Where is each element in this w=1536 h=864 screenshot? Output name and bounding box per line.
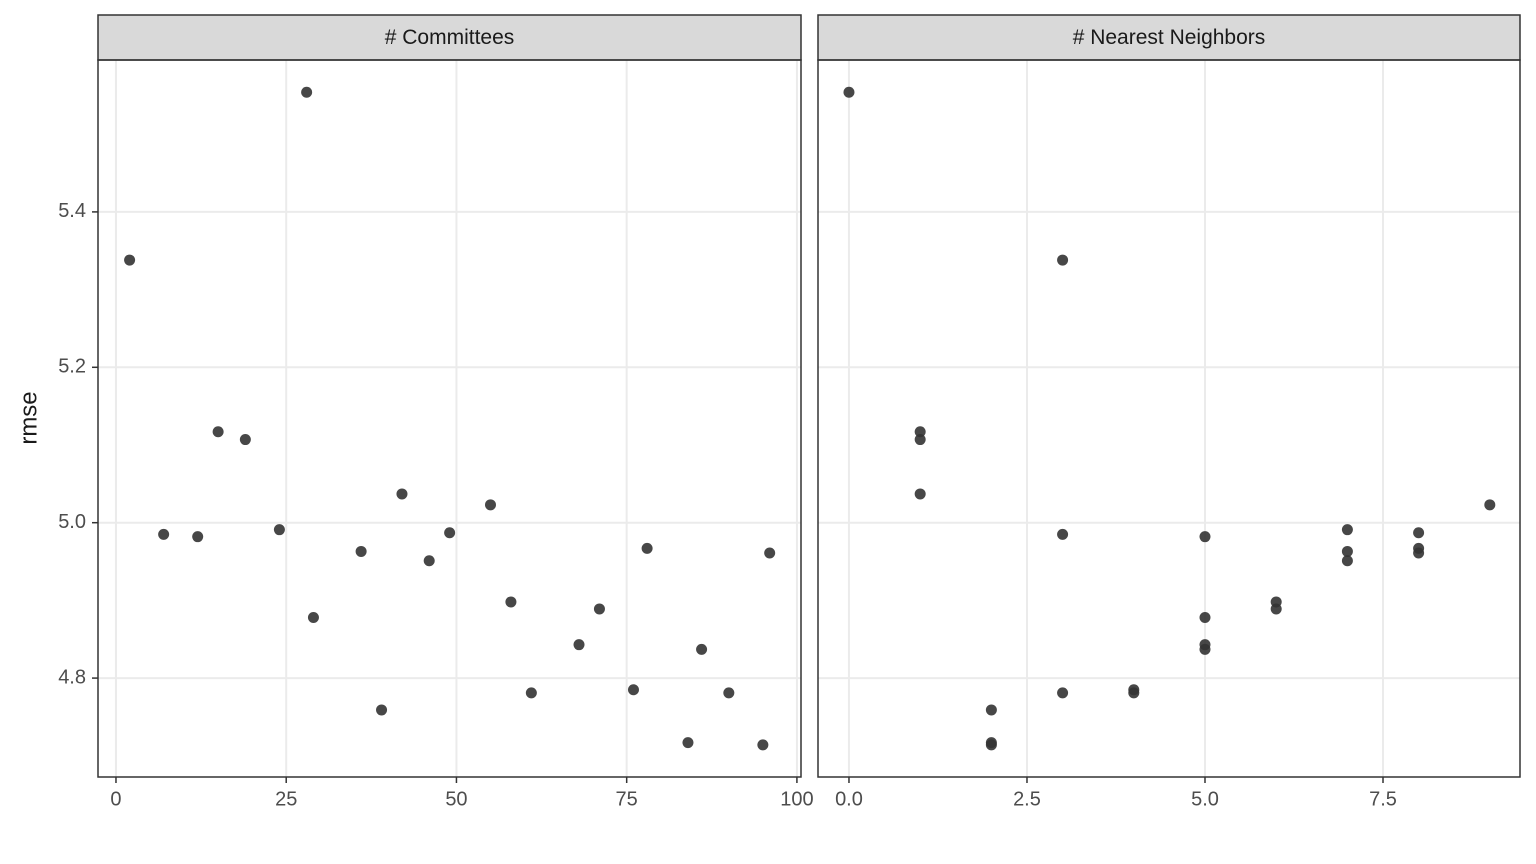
point <box>641 542 653 554</box>
point <box>1270 603 1282 615</box>
point <box>1128 687 1140 699</box>
point <box>1413 547 1425 559</box>
point <box>985 704 997 716</box>
point <box>301 86 313 98</box>
point <box>593 603 605 615</box>
point <box>192 531 204 543</box>
point <box>124 254 136 266</box>
y-tick-label: 5.4 <box>58 200 86 222</box>
point <box>444 527 456 539</box>
point <box>423 555 435 567</box>
point <box>757 739 769 751</box>
point <box>573 639 585 651</box>
facet-strip <box>97 14 802 61</box>
point <box>273 524 285 536</box>
point <box>696 643 708 655</box>
point <box>307 611 319 623</box>
point <box>914 488 926 500</box>
point <box>1057 528 1069 540</box>
point <box>355 545 367 557</box>
point <box>1484 499 1496 511</box>
x-tick-label: 0.0 <box>835 788 863 810</box>
point <box>1057 254 1069 266</box>
panel-border <box>97 59 802 778</box>
point <box>1341 524 1353 536</box>
point <box>914 434 926 446</box>
x-tick-label: 0 <box>110 788 121 810</box>
y-axis-label: rmse <box>15 391 42 444</box>
facet-title: # Nearest Neighbors <box>1073 26 1266 49</box>
x-tick-label: 2.5 <box>1013 788 1041 810</box>
point <box>484 499 496 511</box>
y-tick-label: 5.2 <box>58 356 86 378</box>
point <box>843 86 855 98</box>
point <box>376 704 388 716</box>
point <box>764 547 776 559</box>
y-tick-label: 5.0 <box>58 511 86 533</box>
x-tick-label: 7.5 <box>1369 788 1397 810</box>
x-tick-label: 50 <box>445 788 467 810</box>
panel-background <box>818 60 1520 777</box>
point <box>1199 611 1211 623</box>
point <box>1199 531 1211 543</box>
facet-strip <box>817 14 1521 61</box>
point <box>505 596 517 608</box>
panel-border <box>817 59 1521 778</box>
point <box>239 434 251 446</box>
x-tick-label: 75 <box>616 788 638 810</box>
point <box>212 426 224 438</box>
point <box>1413 527 1425 539</box>
point <box>1341 545 1353 557</box>
y-tick-label: 4.8 <box>58 666 86 688</box>
point <box>525 687 537 699</box>
point <box>1057 687 1069 699</box>
panel-background <box>98 60 801 777</box>
point <box>682 737 694 749</box>
x-tick-label: 5.0 <box>1191 788 1219 810</box>
point <box>1199 643 1211 655</box>
point <box>723 687 735 699</box>
x-tick-label: 100 <box>780 788 813 810</box>
point <box>914 426 926 438</box>
x-tick-label: 25 <box>275 788 297 810</box>
point <box>396 488 408 500</box>
point <box>985 739 997 751</box>
point <box>1341 555 1353 567</box>
point <box>158 528 170 540</box>
facet-title: # Committees <box>385 26 515 49</box>
point <box>627 684 639 696</box>
